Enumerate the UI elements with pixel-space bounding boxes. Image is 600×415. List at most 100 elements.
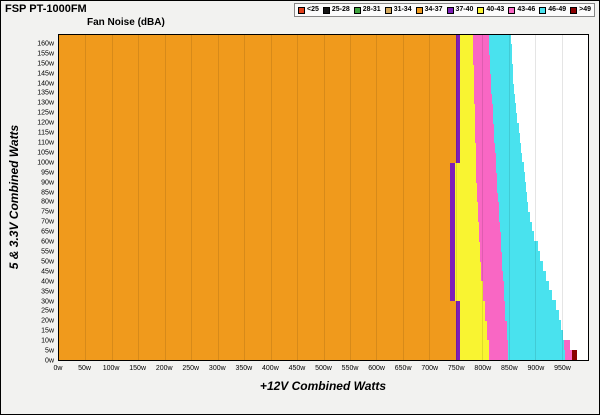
- heat-row: [59, 201, 588, 213]
- heat-segment: [476, 182, 498, 193]
- legend-label: 37-40: [455, 6, 474, 13]
- legend-item: 34-37: [415, 6, 443, 14]
- heat-segment: [459, 83, 475, 95]
- gridline: [323, 35, 325, 360]
- heat-segment: [59, 192, 451, 203]
- heat-segment: [59, 221, 451, 232]
- heat-segment: [450, 231, 456, 242]
- gridline: [349, 35, 351, 360]
- heat-segment: [487, 320, 507, 331]
- legend-swatch: [539, 6, 547, 14]
- heat-segment: [59, 339, 457, 351]
- gridline: [561, 35, 563, 360]
- y-tick-label: 145w: [37, 70, 54, 78]
- heat-segment: [59, 73, 457, 85]
- heat-segment: [59, 349, 457, 360]
- heat-segment: [454, 290, 484, 301]
- y-tick-label: 25w: [41, 307, 54, 315]
- x-tick-label: 850w: [500, 365, 518, 372]
- heat-row: [59, 290, 588, 301]
- heat-segment: [479, 231, 502, 242]
- heat-segment: [500, 221, 533, 232]
- y-tick-label: 65w: [41, 228, 54, 236]
- heat-segment: [59, 54, 457, 65]
- heat-segment: [459, 300, 486, 311]
- heat-segment: [455, 300, 461, 311]
- heat-row: [59, 73, 588, 85]
- heat-segment: [450, 251, 456, 262]
- gridline: [191, 35, 193, 360]
- legend-swatch: [508, 6, 516, 14]
- y-tick-label: 0w: [45, 357, 54, 365]
- heat-row: [59, 93, 588, 104]
- legend-label: >49: [579, 6, 591, 13]
- heat-segment: [455, 44, 461, 55]
- heat-segment: [481, 260, 503, 272]
- y-tick-label: 60w: [41, 238, 54, 246]
- heat-segment: [455, 142, 461, 154]
- legend-swatch: [384, 6, 392, 14]
- heat-segment: [473, 54, 490, 65]
- y-tick-label: 5w: [45, 347, 54, 355]
- heat-segment: [454, 172, 477, 183]
- x-tick-label: 200w: [155, 365, 173, 372]
- chart-subtitle: Fan Noise (dBA): [87, 17, 165, 28]
- heat-segment: [489, 63, 513, 75]
- heat-segment: [450, 260, 456, 272]
- heat-segment: [455, 320, 461, 331]
- heat-segment: [491, 93, 516, 104]
- heat-segment: [474, 103, 494, 114]
- heat-segment: [59, 35, 457, 45]
- heat-segment: [563, 339, 571, 351]
- x-tick-label: 150w: [129, 365, 147, 372]
- legend-item: <25: [298, 6, 319, 14]
- x-tick-label: 650w: [394, 365, 412, 372]
- heat-segment: [564, 349, 573, 360]
- heat-segment: [473, 63, 490, 75]
- heat-segment: [454, 270, 482, 282]
- heat-segment: [459, 44, 474, 55]
- heat-segment: [490, 73, 514, 85]
- heat-segment: [454, 192, 478, 203]
- heat-row: [59, 182, 588, 193]
- heat-segment: [497, 172, 525, 183]
- heat-segment: [59, 231, 451, 242]
- legend-swatch: [477, 6, 485, 14]
- gridline: [535, 35, 537, 360]
- gridline: [508, 35, 510, 360]
- heat-segment: [450, 241, 456, 252]
- heat-segment: [59, 123, 457, 134]
- heat-segment: [455, 113, 461, 124]
- heat-row: [59, 231, 588, 242]
- x-tick-label: 0w: [53, 365, 63, 372]
- heat-segment: [459, 152, 477, 164]
- legend-item: 43-46: [508, 6, 535, 14]
- heat-segment: [485, 310, 506, 321]
- heat-segment: [459, 142, 477, 154]
- x-axis-title: +12V Combined Watts: [259, 379, 387, 393]
- heat-segment: [59, 310, 457, 321]
- heat-segment: [454, 260, 482, 272]
- heat-segment: [459, 63, 475, 75]
- heat-segment: [501, 241, 538, 252]
- legend-item: 37-40: [446, 6, 474, 14]
- y-tick-label: 115w: [37, 129, 54, 137]
- heat-row: [59, 260, 588, 272]
- legend-label: <25: [307, 6, 319, 13]
- heat-segment: [454, 162, 477, 173]
- heat-segment: [476, 192, 499, 203]
- heat-segment: [455, 63, 461, 75]
- heat-segment: [450, 290, 456, 301]
- heat-segment: [507, 339, 565, 351]
- heat-segment: [59, 132, 457, 144]
- heat-segment: [504, 290, 553, 301]
- heat-row: [59, 83, 588, 95]
- gridline: [138, 35, 140, 360]
- heat-segment: [59, 83, 457, 95]
- heat-segment: [487, 329, 507, 341]
- legend-item: 46-49: [539, 6, 566, 14]
- heat-segment: [59, 300, 457, 311]
- gridline: [482, 35, 484, 360]
- y-tick-label: 35w: [41, 288, 54, 296]
- legend-label: 46-49: [548, 6, 567, 13]
